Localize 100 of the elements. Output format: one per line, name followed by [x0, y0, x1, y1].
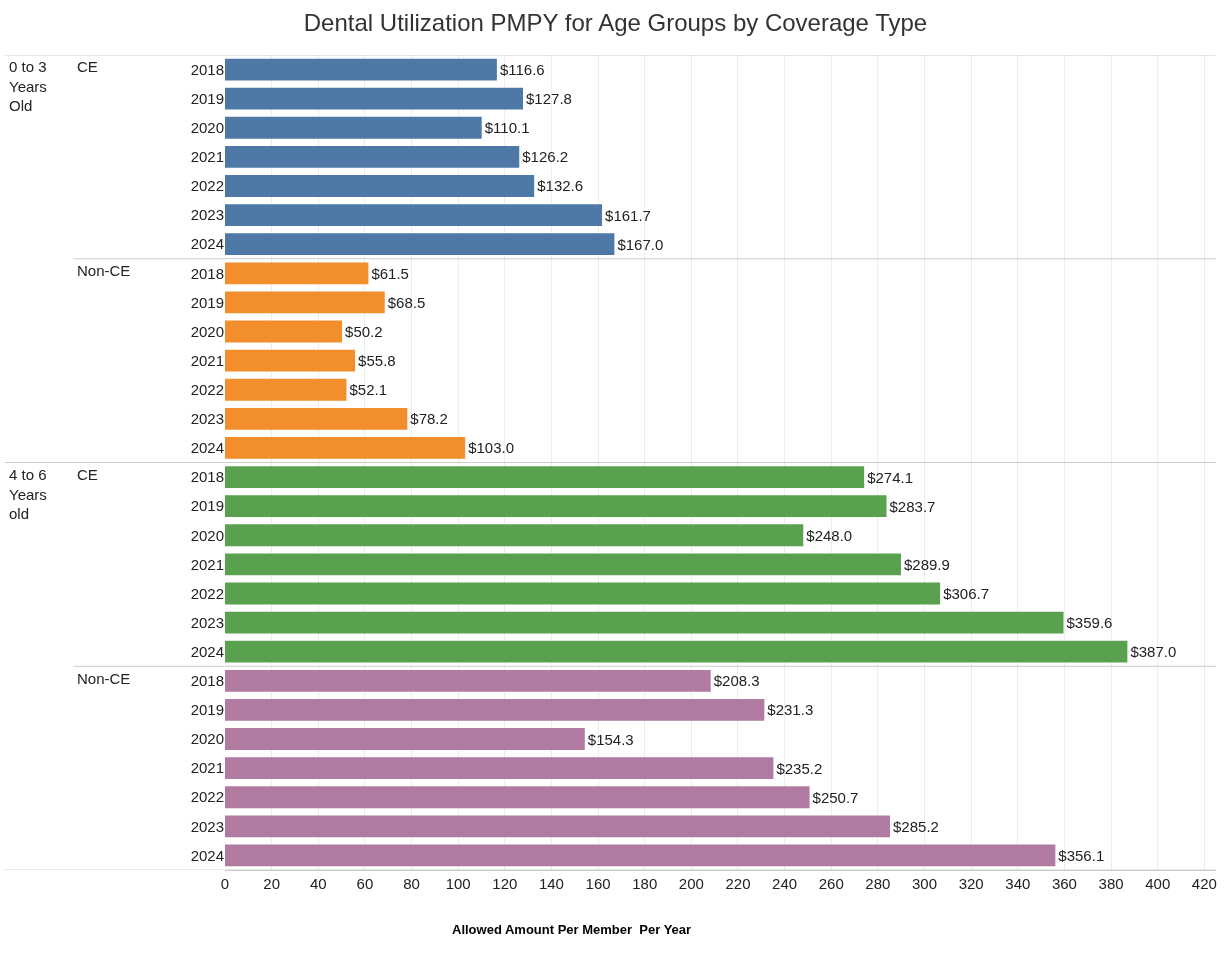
x-tick-label: 380: [1098, 875, 1124, 892]
bar: [225, 640, 1128, 663]
data-label: $110.1: [484, 119, 530, 137]
bar: [225, 582, 941, 605]
y-tick-label: 2020: [190, 322, 224, 340]
chart-title: Dental Utilization PMPY for Age Groups by Coverage Type: [303, 9, 928, 37]
bar: [225, 553, 901, 576]
x-tick-label: 400: [1145, 875, 1171, 892]
data-label: $50.2: [345, 323, 383, 341]
y-tick-label: 2018: [190, 468, 224, 486]
bar: [225, 728, 585, 750]
bar: [225, 466, 865, 488]
y-tick-label: 2019: [190, 497, 224, 515]
x-tick-label: 140: [538, 875, 564, 892]
y-tick-label: 2020: [190, 730, 224, 748]
y-tick-label: 2022: [190, 584, 224, 602]
y-tick-label: 2023: [190, 410, 224, 428]
x-tick-label: 100: [445, 875, 471, 892]
y-tick-label: 2020: [190, 526, 224, 544]
x-tick-label: 280: [865, 875, 891, 892]
text: CE: [77, 58, 98, 75]
y-tick-label: 2024: [190, 846, 224, 864]
bar: [225, 495, 887, 518]
data-label: $248.0: [806, 526, 853, 544]
bar: [225, 611, 1064, 634]
data-label: $356.1: [1058, 846, 1105, 864]
data-label: $283.7: [889, 497, 936, 515]
bar: [225, 204, 603, 226]
bar: [225, 378, 347, 401]
bar: [225, 58, 497, 81]
bar: [225, 844, 1056, 867]
y-tick-label: 2021: [190, 759, 224, 777]
bar: [225, 757, 774, 780]
x-tick-label: 200: [678, 875, 704, 892]
data-label: $208.3: [713, 672, 760, 690]
bar: [225, 699, 765, 721]
data-label: $235.2: [776, 759, 823, 777]
x-tick-label: 120: [492, 875, 518, 892]
y-tick-label: 2024: [190, 235, 224, 253]
data-label: $126.2: [522, 148, 569, 166]
y-tick-label: 2022: [190, 788, 224, 806]
x-tick-label: 420: [1191, 875, 1217, 892]
data-label: $387.0: [1130, 643, 1177, 661]
data-label: $274.1: [867, 468, 914, 486]
y-tick-label: 2021: [190, 351, 224, 369]
data-label: $55.8: [358, 352, 396, 370]
bar: [225, 815, 891, 838]
text: CE: [77, 466, 98, 483]
x-tick-label: 240: [772, 875, 798, 892]
y-tick-label: 2023: [190, 206, 224, 224]
data-label: $289.9: [903, 555, 950, 573]
y-tick-label: 2019: [190, 89, 224, 107]
bar: [225, 145, 520, 168]
x-tick-label: 180: [632, 875, 658, 892]
data-label: $359.6: [1066, 614, 1113, 632]
data-label: $127.8: [526, 90, 572, 108]
bar: [225, 349, 356, 372]
y-tick-label: 2020: [190, 119, 224, 137]
y-tick-label: 2021: [190, 148, 224, 166]
y-tick-label: 2019: [190, 293, 224, 311]
y-tick-label: 2024: [190, 439, 224, 457]
text: Non-CE: [77, 670, 131, 687]
text: 4 to 6 Years old: [9, 466, 47, 522]
data-label: $250.7: [812, 788, 859, 806]
text: Non-CE: [77, 262, 131, 279]
x-tick-label: 20: [263, 875, 280, 892]
bar: [225, 87, 523, 110]
y-tick-label: 2018: [190, 264, 224, 282]
bar: [225, 437, 466, 459]
x-tick-label: 260: [818, 875, 844, 892]
x-tick-label: 40: [309, 875, 327, 892]
text: 0 to 3 Years Old: [9, 58, 47, 114]
bar: [225, 786, 810, 809]
bar: [225, 291, 385, 314]
x-tick-label: 160: [585, 875, 611, 892]
data-label: $52.1: [349, 381, 388, 399]
data-label: $132.6: [537, 177, 584, 195]
y-tick-label: 2022: [190, 380, 224, 398]
y-tick-label: 2019: [190, 701, 224, 719]
bar: [225, 524, 804, 547]
data-label: $61.5: [371, 264, 409, 282]
bar: [225, 320, 343, 343]
bar: [225, 262, 369, 285]
y-tick-label: 2018: [190, 60, 224, 78]
x-tick-label: 320: [958, 875, 984, 892]
data-label: $167.0: [617, 235, 664, 253]
x-tick-label: 0: [220, 875, 230, 892]
y-tick-label: 2023: [190, 817, 224, 835]
y-tick-label: 2022: [190, 177, 224, 195]
x-tick-label: 60: [356, 875, 374, 892]
x-tick-label: 340: [1005, 875, 1031, 892]
y-tick-label: 2023: [190, 613, 224, 631]
y-tick-label: 2021: [190, 555, 224, 573]
x-tick-label: 80: [403, 875, 420, 892]
bar: [225, 669, 711, 692]
data-label: $116.6: [499, 61, 545, 79]
bar: [225, 233, 615, 256]
bar: [225, 116, 482, 139]
y-tick-label: 2024: [190, 642, 224, 660]
data-label: $103.0: [468, 439, 515, 457]
